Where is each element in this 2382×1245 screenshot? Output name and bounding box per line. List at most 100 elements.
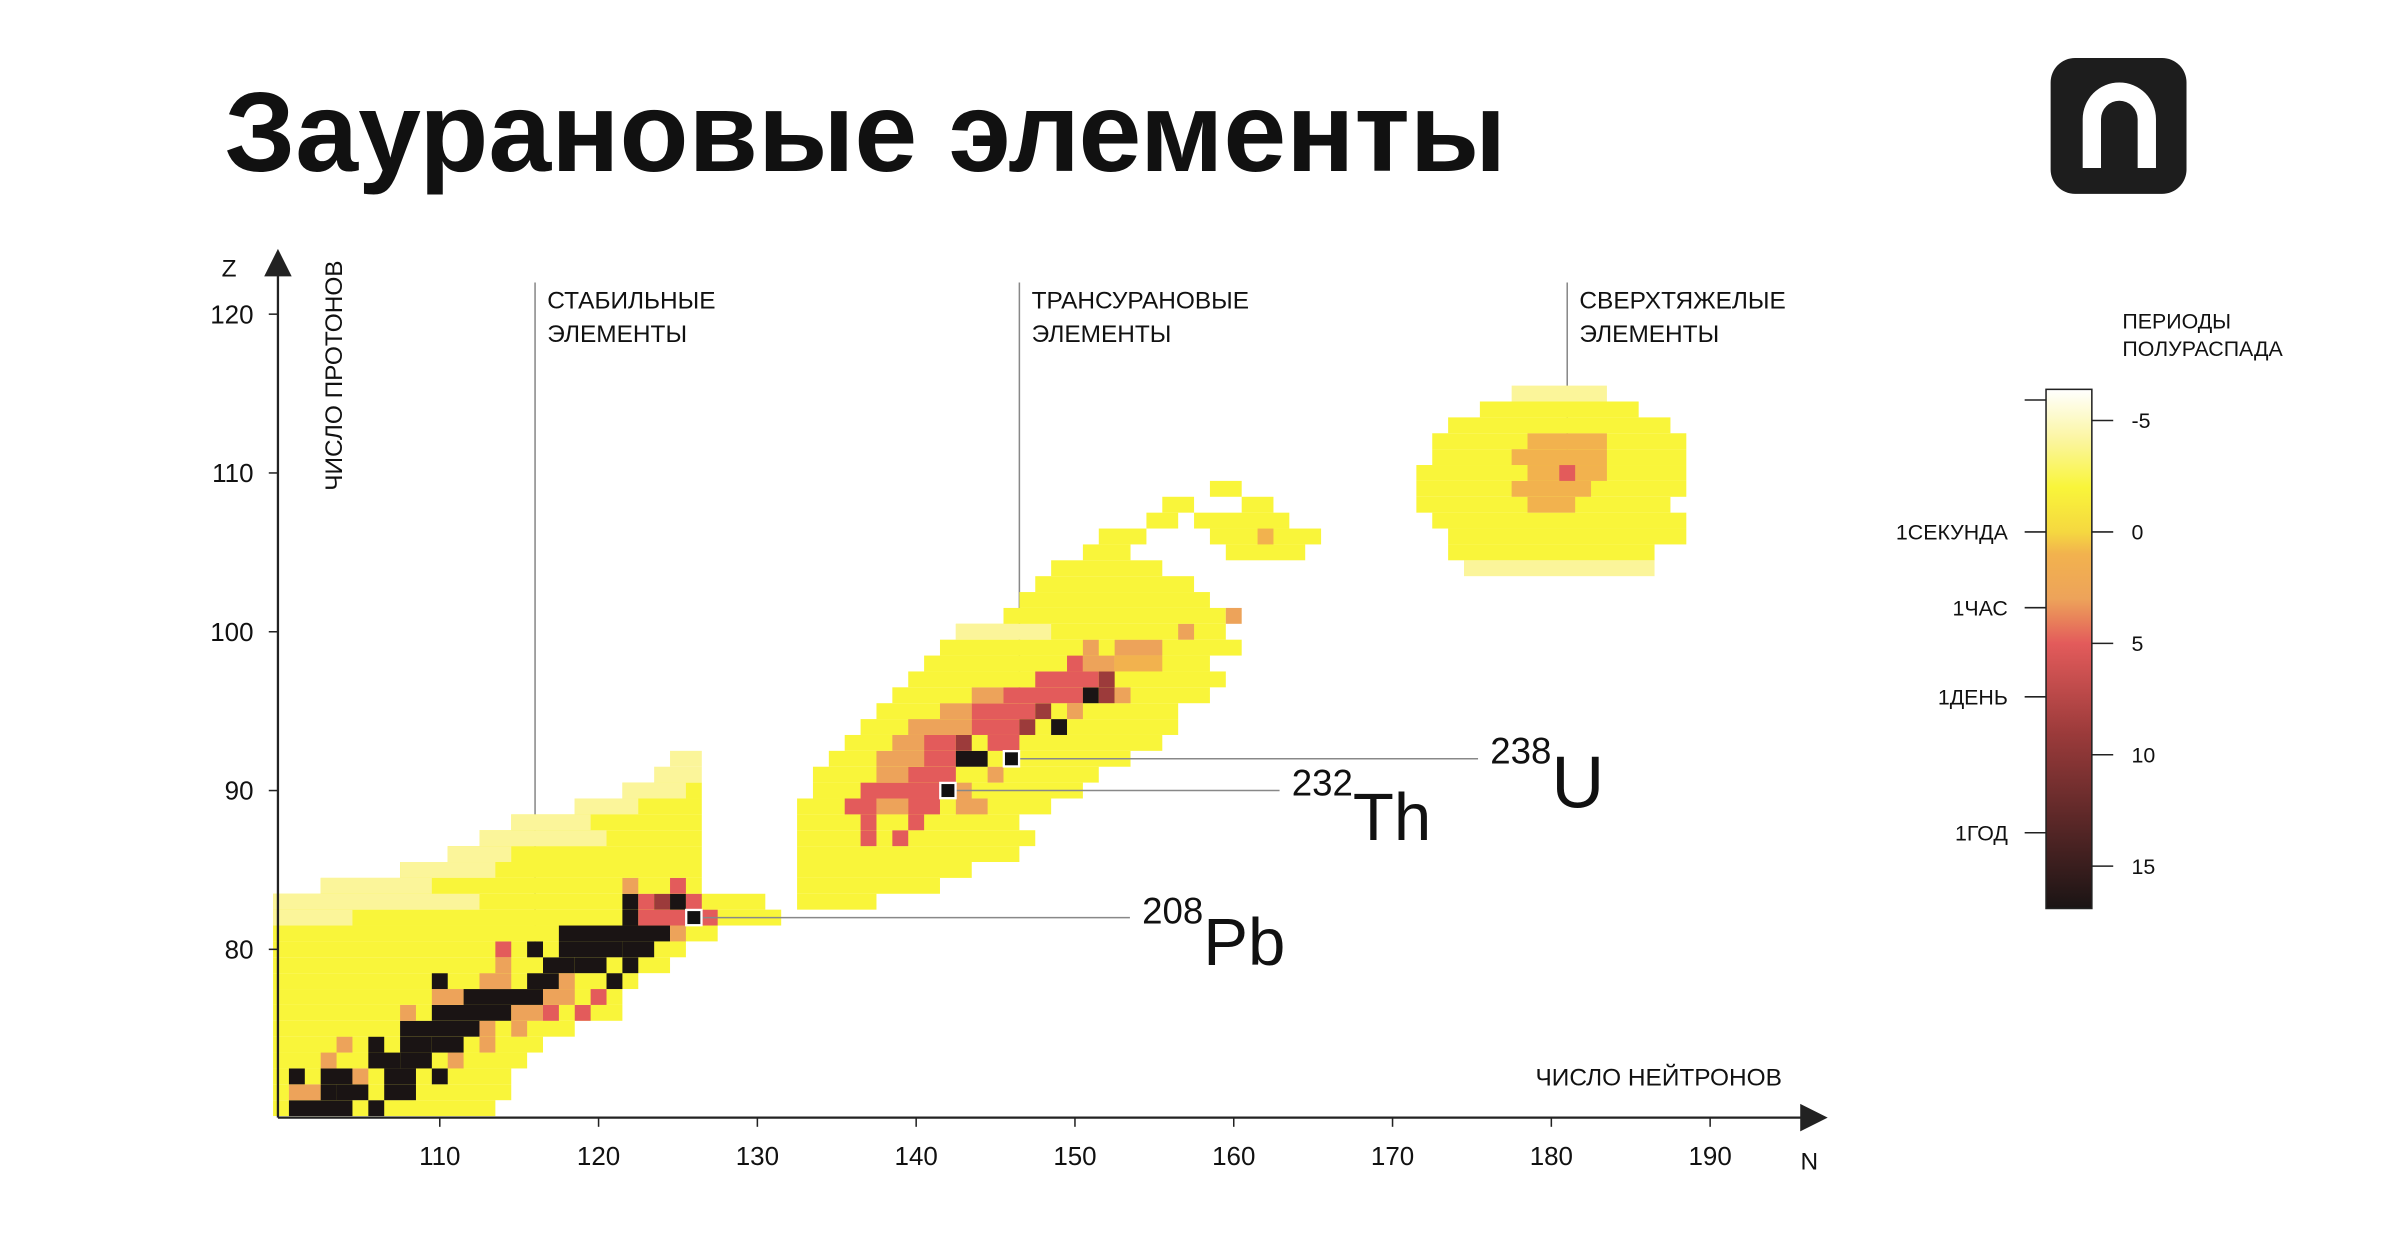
y-tick-label: 80 <box>225 937 254 965</box>
cell <box>1225 544 1306 561</box>
cell <box>876 750 925 767</box>
cell <box>1225 607 1242 624</box>
cell <box>1067 655 1083 672</box>
cell <box>1114 655 1163 672</box>
cell <box>670 893 686 910</box>
isotope-marker <box>1002 750 1021 768</box>
cell <box>479 1036 496 1053</box>
cell <box>447 846 512 863</box>
cell <box>558 973 575 990</box>
cell <box>1098 687 1115 704</box>
cell <box>924 734 956 751</box>
cell <box>860 782 940 799</box>
cell <box>336 1036 353 1053</box>
cell <box>431 1004 512 1021</box>
isotope-label: 238U <box>1490 730 1604 823</box>
cell <box>971 719 1020 735</box>
cell <box>797 893 877 910</box>
cell <box>908 766 956 783</box>
cell <box>622 782 686 799</box>
cell <box>955 750 988 767</box>
cell <box>1051 719 1068 735</box>
cell <box>955 734 972 751</box>
cell <box>1035 703 1052 720</box>
cell <box>320 1052 337 1069</box>
cell <box>1511 385 1607 402</box>
cell <box>574 798 639 815</box>
cell <box>1209 480 1242 497</box>
cell <box>892 734 925 751</box>
cell <box>511 1004 544 1021</box>
isotope-mass: 232 <box>1292 762 1353 803</box>
cell <box>971 687 1004 704</box>
cell <box>1114 639 1163 656</box>
cell <box>797 877 940 894</box>
cell <box>685 893 702 910</box>
cell <box>1019 592 1210 608</box>
colorbar-tick-label: -5 <box>2132 409 2151 433</box>
cell <box>670 877 686 894</box>
cell <box>622 877 639 894</box>
cell <box>1464 560 1655 577</box>
cell <box>447 1052 464 1069</box>
cell <box>479 973 512 990</box>
isotope-symbol: Th <box>1353 780 1431 855</box>
cell <box>622 893 639 910</box>
cell <box>431 1036 464 1053</box>
cell <box>495 957 512 974</box>
colorbar-tick-label: 10 <box>2132 743 2156 767</box>
cell <box>1527 433 1607 450</box>
cell <box>638 909 686 926</box>
colorbar-tick-label: 0 <box>2132 521 2144 545</box>
colorbar-time-label: 1ЧАС <box>1953 596 2008 620</box>
cell <box>1448 417 1671 434</box>
cell <box>574 1004 591 1021</box>
cell <box>622 909 639 926</box>
cell <box>1559 465 1576 481</box>
cell <box>1146 512 1179 529</box>
colorbar <box>2045 388 2093 910</box>
cell <box>590 989 607 1005</box>
cell <box>955 623 1052 640</box>
cell <box>1178 623 1195 640</box>
colorbar-time-label: 1СЕКУНДА <box>1896 521 2009 545</box>
cell <box>463 989 544 1005</box>
cell <box>543 989 575 1005</box>
colorbar-title: ПЕРИОДЫ <box>2122 309 2231 333</box>
cell <box>1082 544 1131 561</box>
cell <box>955 798 988 815</box>
isotope-label: 232Th <box>1292 762 1432 854</box>
cell <box>924 750 956 767</box>
cell <box>1479 401 1639 418</box>
y-tick-label: 110 <box>212 460 253 488</box>
x-axis-arrow <box>1800 1103 1828 1132</box>
cell <box>1082 639 1099 656</box>
cell <box>797 846 1020 863</box>
x-tick-label: 180 <box>1530 1143 1573 1171</box>
x-symbol: N <box>1801 1149 1819 1176</box>
cell <box>431 973 448 990</box>
cell <box>368 1052 401 1069</box>
logo <box>2050 58 2187 194</box>
cell <box>908 719 972 735</box>
isotope-marker <box>939 781 957 800</box>
cell <box>527 973 559 990</box>
isotope-symbol: Pb <box>1203 905 1285 980</box>
y-tick-label: 120 <box>210 301 253 329</box>
cell <box>844 798 877 815</box>
cell <box>908 814 925 831</box>
cell <box>1511 480 1592 497</box>
cell <box>908 798 940 815</box>
cell <box>288 1100 353 1117</box>
cell <box>320 1084 337 1101</box>
cell <box>622 941 655 958</box>
cell <box>654 766 702 783</box>
cell <box>574 957 607 974</box>
cell <box>892 830 909 847</box>
cell <box>1432 512 1687 529</box>
cell <box>400 862 496 878</box>
cell <box>1035 576 1195 593</box>
cell <box>495 941 512 958</box>
annotation-text: ЭЛЕМЕНТЫ <box>1032 321 1172 348</box>
annotation-text: СТАБИЛЬНЫЕ <box>547 287 715 314</box>
